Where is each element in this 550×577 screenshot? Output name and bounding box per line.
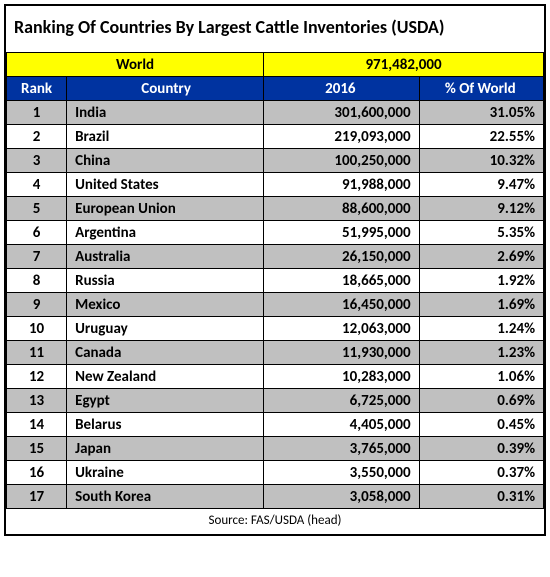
cell-rank: 1 (7, 101, 67, 125)
cell-value: 12,063,000 (264, 317, 420, 341)
cell-country: Mexico (67, 293, 264, 317)
table-row: 11Canada11,930,0001.23% (7, 341, 544, 365)
cell-value: 10,283,000 (264, 365, 420, 389)
table-row: 10Uruguay12,063,0001.24% (7, 317, 544, 341)
cell-country: Egypt (67, 389, 264, 413)
table-container: Ranking Of Countries By Largest Cattle I… (4, 4, 546, 536)
table-row: 17South Korea3,058,0000.31% (7, 485, 544, 509)
cell-pct: 22.55% (419, 125, 543, 149)
header-country: Country (67, 77, 264, 101)
cell-pct: 0.45% (419, 413, 543, 437)
cell-country: South Korea (67, 485, 264, 509)
source-note: Source: FAS/USDA (head) (6, 509, 544, 534)
cell-rank: 3 (7, 149, 67, 173)
cell-country: Russia (67, 269, 264, 293)
cell-country: Argentina (67, 221, 264, 245)
cell-country: Belarus (67, 413, 264, 437)
table-row: 9Mexico16,450,0001.69% (7, 293, 544, 317)
cell-value: 11,930,000 (264, 341, 420, 365)
cell-rank: 10 (7, 317, 67, 341)
header-year: 2016 (264, 77, 420, 101)
cell-value: 301,600,000 (264, 101, 420, 125)
header-rank: Rank (7, 77, 67, 101)
cell-country: India (67, 101, 264, 125)
table-row: 1India301,600,00031.05% (7, 101, 544, 125)
header-row: Rank Country 2016 % Of World (7, 77, 544, 101)
cell-pct: 5.35% (419, 221, 543, 245)
table-row: 6Argentina51,995,0005.35% (7, 221, 544, 245)
cell-value: 18,665,000 (264, 269, 420, 293)
cell-pct: 0.31% (419, 485, 543, 509)
cell-rank: 2 (7, 125, 67, 149)
cell-rank: 9 (7, 293, 67, 317)
table-row: 12New Zealand10,283,0001.06% (7, 365, 544, 389)
cell-country: China (67, 149, 264, 173)
cell-country: Australia (67, 245, 264, 269)
table-row: 13Egypt6,725,0000.69% (7, 389, 544, 413)
cell-country: Uruguay (67, 317, 264, 341)
cell-rank: 11 (7, 341, 67, 365)
cell-value: 26,150,000 (264, 245, 420, 269)
cell-pct: 1.06% (419, 365, 543, 389)
table-row: 2Brazil219,093,00022.55% (7, 125, 544, 149)
cell-rank: 12 (7, 365, 67, 389)
cell-value: 51,995,000 (264, 221, 420, 245)
table-row: 4United States91,988,0009.47% (7, 173, 544, 197)
cell-rank: 8 (7, 269, 67, 293)
table-row: 5European Union88,600,0009.12% (7, 197, 544, 221)
cell-value: 3,765,000 (264, 437, 420, 461)
cell-rank: 14 (7, 413, 67, 437)
cell-value: 100,250,000 (264, 149, 420, 173)
world-total: 971,482,000 (264, 53, 544, 77)
table-row: 14Belarus4,405,0000.45% (7, 413, 544, 437)
cell-pct: 10.32% (419, 149, 543, 173)
cell-value: 4,405,000 (264, 413, 420, 437)
cell-rank: 6 (7, 221, 67, 245)
cell-pct: 0.37% (419, 461, 543, 485)
table-row: 7Australia26,150,0002.69% (7, 245, 544, 269)
cell-rank: 17 (7, 485, 67, 509)
cell-rank: 13 (7, 389, 67, 413)
cell-pct: 1.24% (419, 317, 543, 341)
cell-rank: 7 (7, 245, 67, 269)
cell-country: Japan (67, 437, 264, 461)
table-row: 8Russia18,665,0001.92% (7, 269, 544, 293)
table-row: 16Ukraine3,550,0000.37% (7, 461, 544, 485)
table-body: 1India301,600,00031.05%2Brazil219,093,00… (7, 101, 544, 509)
cell-value: 3,058,000 (264, 485, 420, 509)
cell-pct: 1.69% (419, 293, 543, 317)
page-title: Ranking Of Countries By Largest Cattle I… (6, 6, 544, 52)
cell-rank: 5 (7, 197, 67, 221)
cell-value: 91,988,000 (264, 173, 420, 197)
cell-country: Ukraine (67, 461, 264, 485)
cattle-table: World 971,482,000 Rank Country 2016 % Of… (6, 52, 544, 509)
cell-value: 3,550,000 (264, 461, 420, 485)
cell-country: Brazil (67, 125, 264, 149)
cell-rank: 15 (7, 437, 67, 461)
cell-pct: 0.39% (419, 437, 543, 461)
world-summary-row: World 971,482,000 (7, 53, 544, 77)
table-row: 15Japan3,765,0000.39% (7, 437, 544, 461)
cell-pct: 1.23% (419, 341, 543, 365)
cell-pct: 9.47% (419, 173, 543, 197)
cell-country: European Union (67, 197, 264, 221)
cell-value: 219,093,000 (264, 125, 420, 149)
cell-rank: 16 (7, 461, 67, 485)
cell-pct: 2.69% (419, 245, 543, 269)
cell-pct: 0.69% (419, 389, 543, 413)
cell-pct: 31.05% (419, 101, 543, 125)
cell-country: Canada (67, 341, 264, 365)
cell-value: 16,450,000 (264, 293, 420, 317)
cell-rank: 4 (7, 173, 67, 197)
cell-country: New Zealand (67, 365, 264, 389)
table-row: 3China100,250,00010.32% (7, 149, 544, 173)
cell-pct: 9.12% (419, 197, 543, 221)
header-pct: % Of World (419, 77, 543, 101)
world-label: World (7, 53, 264, 77)
cell-country: United States (67, 173, 264, 197)
cell-value: 6,725,000 (264, 389, 420, 413)
cell-pct: 1.92% (419, 269, 543, 293)
cell-value: 88,600,000 (264, 197, 420, 221)
